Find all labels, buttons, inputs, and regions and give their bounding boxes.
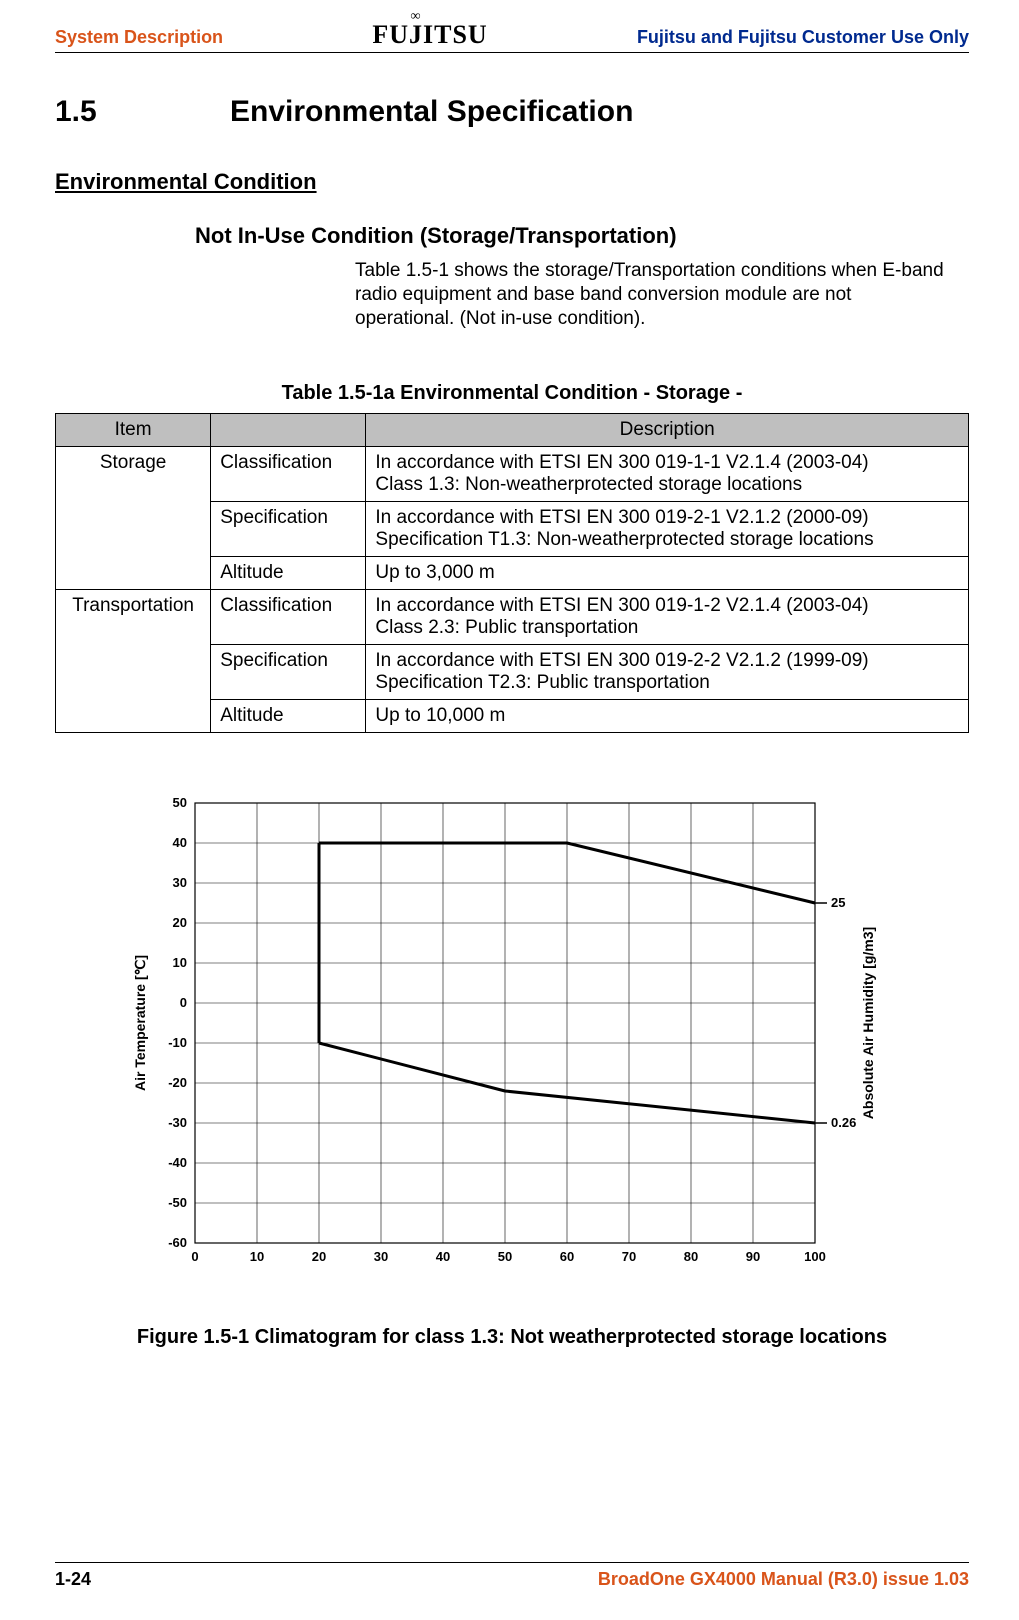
footer-manual-title: BroadOne GX4000 Manual (R3.0) issue 1.03: [598, 1569, 969, 1590]
header-left: System Description: [55, 27, 223, 48]
svg-text:40: 40: [436, 1249, 450, 1264]
table-cell-desc: In accordance with ETSI EN 300 019-2-2 V…: [366, 645, 969, 700]
table-cell-desc: Up to 3,000 m: [366, 557, 969, 590]
svg-text:Absolute Air Humidity [g/m3]: Absolute Air Humidity [g/m3]: [860, 927, 876, 1119]
svg-text:0: 0: [180, 995, 187, 1010]
subheading-1: Environmental Condition: [55, 169, 969, 195]
table-cell-desc: In accordance with ETSI EN 300 019-1-1 V…: [366, 447, 969, 502]
svg-text:-60: -60: [168, 1235, 187, 1250]
table-caption: Table 1.5-1a Environmental Condition - S…: [55, 382, 969, 405]
svg-text:Air Temperature [℃]: Air Temperature [℃]: [132, 955, 148, 1091]
svg-text:-10: -10: [168, 1035, 187, 1050]
section-title: Environmental Specification: [230, 95, 633, 129]
svg-text:20: 20: [312, 1249, 326, 1264]
section-number: 1.5: [55, 95, 230, 129]
table-cell-sub: Altitude: [211, 700, 366, 733]
table-cell-desc: In accordance with ETSI EN 300 019-1-2 V…: [366, 590, 969, 645]
svg-text:0: 0: [191, 1249, 198, 1264]
page-footer: 1-24 BroadOne GX4000 Manual (R3.0) issue…: [55, 1562, 969, 1590]
figure-caption: Figure 1.5-1 Climatogram for class 1.3: …: [55, 1326, 969, 1349]
table-header-blank: [211, 414, 366, 447]
table-header-row: Item Description: [56, 414, 969, 447]
subheading-2: Not In-Use Condition (Storage/Transporta…: [195, 223, 969, 249]
svg-text:Relative Air Humidity [%]: Relative Air Humidity [%]: [422, 1270, 588, 1273]
intro-paragraph: Table 1.5-1 shows the storage/Transporta…: [355, 259, 955, 330]
table-cell-sub: Altitude: [211, 557, 366, 590]
climatogram-chart: 0102030405060708090100-60-50-40-30-20-10…: [115, 793, 969, 1278]
svg-text:30: 30: [173, 875, 187, 890]
svg-text:-40: -40: [168, 1155, 187, 1170]
svg-text:-20: -20: [168, 1075, 187, 1090]
svg-text:80: 80: [684, 1249, 698, 1264]
table-cell-item: Storage: [56, 447, 211, 590]
svg-text:60: 60: [560, 1249, 574, 1264]
svg-text:100: 100: [804, 1249, 826, 1264]
table-row: StorageClassificationIn accordance with …: [56, 447, 969, 502]
table-cell-desc: In accordance with ETSI EN 300 019-2-1 V…: [366, 502, 969, 557]
svg-text:50: 50: [498, 1249, 512, 1264]
table-cell-sub: Specification: [211, 645, 366, 700]
svg-text:10: 10: [250, 1249, 264, 1264]
svg-text:-50: -50: [168, 1195, 187, 1210]
svg-text:0.26: 0.26: [831, 1115, 856, 1130]
table-cell-item: Transportation: [56, 590, 211, 733]
table-cell-sub: Classification: [211, 590, 366, 645]
table-cell-sub: Classification: [211, 447, 366, 502]
svg-text:25: 25: [831, 895, 845, 910]
fujitsu-logo: FUJITSU: [372, 20, 487, 50]
table-header-item: Item: [56, 414, 211, 447]
climatogram-svg: 0102030405060708090100-60-50-40-30-20-10…: [115, 793, 915, 1273]
page-header: System Description FUJITSU Fujitsu and F…: [55, 18, 969, 53]
svg-text:20: 20: [173, 915, 187, 930]
env-condition-table: Item Description StorageClassificationIn…: [55, 413, 969, 733]
footer-page-number: 1-24: [55, 1569, 91, 1590]
svg-text:40: 40: [173, 835, 187, 850]
page: System Description FUJITSU Fujitsu and F…: [0, 0, 1019, 1620]
header-right: Fujitsu and Fujitsu Customer Use Only: [637, 27, 969, 48]
table-cell-desc: Up to 10,000 m: [366, 700, 969, 733]
table-row: TransportationClassificationIn accordanc…: [56, 590, 969, 645]
svg-text:90: 90: [746, 1249, 760, 1264]
table-cell-sub: Specification: [211, 502, 366, 557]
svg-text:70: 70: [622, 1249, 636, 1264]
svg-text:-30: -30: [168, 1115, 187, 1130]
section-heading: 1.5 Environmental Specification: [55, 95, 969, 129]
svg-text:50: 50: [173, 795, 187, 810]
table-header-desc: Description: [366, 414, 969, 447]
svg-text:10: 10: [173, 955, 187, 970]
svg-text:30: 30: [374, 1249, 388, 1264]
